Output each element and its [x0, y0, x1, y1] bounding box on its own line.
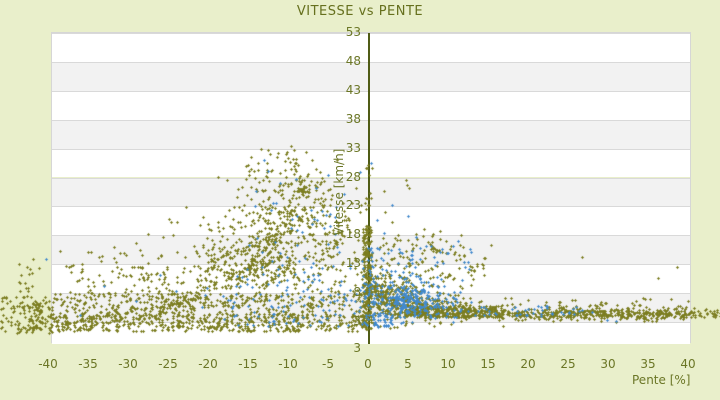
scatter-points-canvas: [0, 0, 720, 400]
scatter-chart: VITESSE vs PENTE -40-35-30-25-20-15-10-5…: [0, 0, 720, 400]
